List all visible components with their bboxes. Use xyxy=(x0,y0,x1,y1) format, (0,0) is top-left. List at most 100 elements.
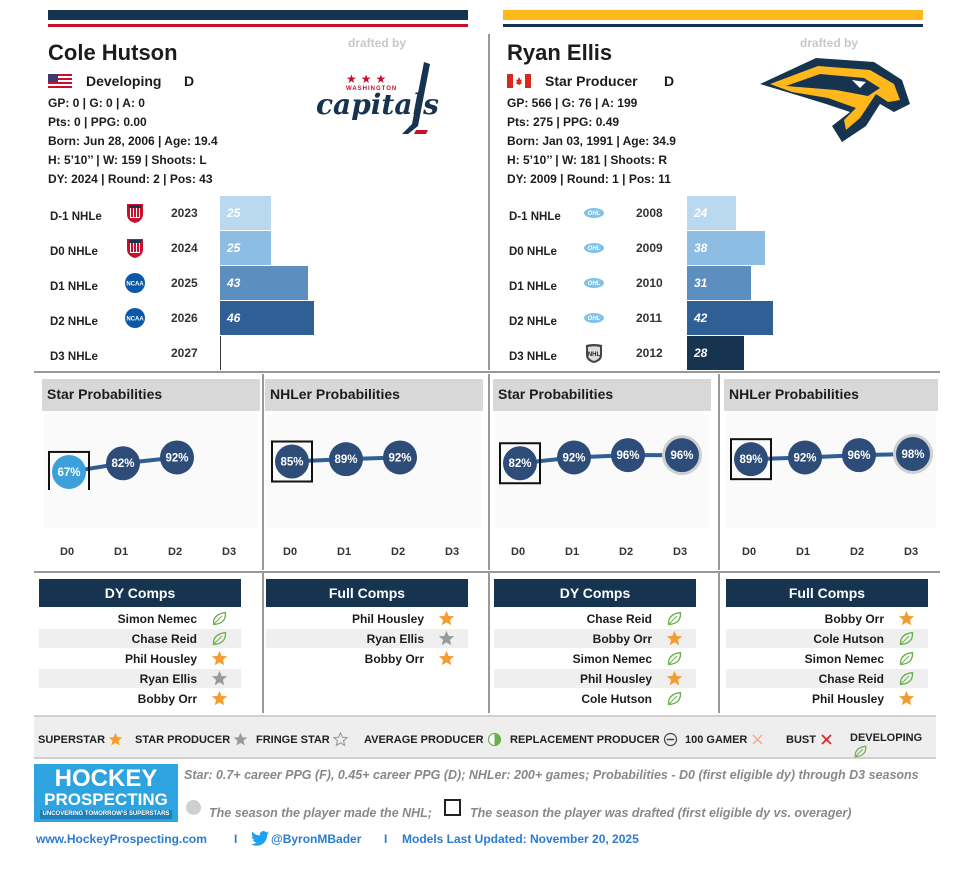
comp-row[interactable]: Phil Housley xyxy=(494,669,696,688)
comp-row[interactable]: Chase Reid xyxy=(726,669,928,688)
legend-icon-holder xyxy=(487,732,503,747)
developing-icon xyxy=(666,650,683,667)
axis-label: D0 xyxy=(283,546,298,558)
nhle-year: 2010 xyxy=(636,276,663,290)
comp-row[interactable]: Bobby Orr xyxy=(39,689,241,708)
comp-player-name: Bobby Orr xyxy=(137,692,197,706)
left-team-bar-navy xyxy=(48,10,468,20)
prob-title: NHLer Probabilities xyxy=(724,379,938,411)
twitter-icon[interactable] xyxy=(251,831,269,846)
developing-icon xyxy=(853,744,868,759)
comp-row[interactable]: Ryan Ellis xyxy=(266,629,468,648)
panel-divider xyxy=(718,573,720,713)
superstar-icon xyxy=(666,670,683,687)
comp-row[interactable]: Bobby Orr xyxy=(726,609,928,628)
legend-icon-holder xyxy=(663,732,679,747)
prob-point xyxy=(503,446,537,481)
comp-row[interactable]: Bobby Orr xyxy=(494,629,696,648)
nhle-label: D2 NHLe xyxy=(509,316,557,328)
legend-label: AVERAGE PRODUCER xyxy=(364,734,484,746)
comp-row[interactable]: Cole Hutson xyxy=(726,629,928,648)
prob-chart-wrap: 82% 92% 96% 96% xyxy=(493,420,711,490)
prob-point-label: 89% xyxy=(334,454,357,466)
legend-icon-holder xyxy=(853,744,869,758)
superstar-icon xyxy=(898,610,915,627)
prob-point xyxy=(52,454,86,489)
models-updated: Models Last Updated: November 20, 2025 xyxy=(402,832,639,846)
comp-row[interactable]: Simon Nemec xyxy=(494,649,696,668)
svg-text:OHL: OHL xyxy=(588,281,601,287)
league-badge-ohl-icon: OHL xyxy=(583,237,605,259)
prob-point-label: 67% xyxy=(57,467,80,479)
left-team-bar-red xyxy=(48,24,468,27)
developing-icon xyxy=(666,690,683,707)
prob-point-label: 98% xyxy=(901,449,924,461)
separator-mid xyxy=(34,571,940,573)
superstar-icon xyxy=(666,630,683,647)
prob-point xyxy=(329,442,363,477)
comp-player-name: Phil Housley xyxy=(351,612,424,626)
comp-row[interactable]: Simon Nemec xyxy=(39,609,241,628)
nhle-year: 2027 xyxy=(171,346,198,360)
comp-row[interactable]: Chase Reid xyxy=(39,629,241,648)
star-producer-icon xyxy=(233,732,248,747)
separator-top xyxy=(34,371,940,373)
axis-label: D0 xyxy=(60,546,75,558)
legend-item: AVERAGE PRODUCER xyxy=(364,732,503,747)
legend-icon-holder xyxy=(233,732,249,746)
comp-row[interactable]: Simon Nemec xyxy=(726,649,928,668)
nhle-label: D1 NHLe xyxy=(50,281,98,293)
prob-point-label: 92% xyxy=(562,452,585,464)
nhle-label: D3 NHLe xyxy=(509,351,557,363)
drafted-marker xyxy=(730,438,772,481)
prob-point-label: 92% xyxy=(388,452,411,464)
prob-point xyxy=(734,442,768,477)
canada-flag-icon xyxy=(507,74,531,88)
comp-player-name: Phil Housley xyxy=(124,652,197,666)
stat-line-height-right: H: 5’10’’ | W: 181 | Shoots: R xyxy=(507,153,668,167)
nhle-chart-right: D-1 NHLe OHL 2008 24 D0 NHLe OHL 2009 38 D1 NHLe… xyxy=(500,196,940,372)
nhle-label: D3 NHLe xyxy=(50,351,98,363)
nhle-chart-left: D-1 NHLe 2023 25 D0 NHLe 2024 25 D1 NHLe NCAA 20… xyxy=(40,196,480,372)
superstar-icon xyxy=(898,690,915,707)
developing-icon xyxy=(898,670,915,687)
prob-chart-wrap: 67% 82% 92% xyxy=(42,420,260,493)
nhle-value: 25 xyxy=(227,241,241,255)
right-team-bar-navy xyxy=(503,24,923,27)
developing-icon xyxy=(898,630,915,647)
comp-row[interactable]: Cole Hutson xyxy=(494,689,696,708)
legend-label: 100 GAMER xyxy=(685,734,748,746)
comp-row[interactable]: Phil Housley xyxy=(726,689,928,708)
prob-point-label: 85% xyxy=(280,457,303,469)
axis-label: D0 xyxy=(511,546,526,558)
comp-row[interactable]: Bobby Orr xyxy=(266,649,468,668)
prob-title: Star Probabilities xyxy=(493,379,711,411)
axis-label: D0 xyxy=(742,546,757,558)
nhle-label: D-1 NHLe xyxy=(50,211,102,223)
comp-row[interactable]: Phil Housley xyxy=(39,649,241,668)
center-divider xyxy=(488,34,490,370)
average-producer-icon xyxy=(487,732,502,747)
legend-icon-holder xyxy=(750,732,766,746)
panel-divider xyxy=(488,374,490,570)
legend-item: SUPERSTAR xyxy=(38,732,124,746)
twitter-handle[interactable]: @ByronMBader xyxy=(271,832,362,846)
nhle-year: 2008 xyxy=(636,206,663,220)
bust-icon xyxy=(819,732,834,747)
nhle-bar xyxy=(687,301,774,335)
axis-label: D1 xyxy=(796,546,811,558)
comp-player-name: Simon Nemec xyxy=(117,612,197,626)
axis-label: D3 xyxy=(222,546,237,558)
axis-label: D1 xyxy=(337,546,352,558)
comp-row[interactable]: Chase Reid xyxy=(494,609,696,628)
legend-label: SUPERSTAR xyxy=(38,734,106,746)
legend-label: FRINGE STAR xyxy=(256,734,330,746)
nhle-value: 28 xyxy=(694,346,708,360)
nhle-value: 42 xyxy=(694,311,708,325)
comp-row[interactable]: Phil Housley xyxy=(266,609,468,628)
legend-icon-holder xyxy=(819,732,835,746)
league-badge-ohl-icon: OHL xyxy=(583,272,605,294)
comp-row[interactable]: Ryan Ellis xyxy=(39,669,241,688)
comp-player-name: Simon Nemec xyxy=(804,652,884,666)
website-link[interactable]: www.HockeyProspecting.com xyxy=(36,832,207,846)
